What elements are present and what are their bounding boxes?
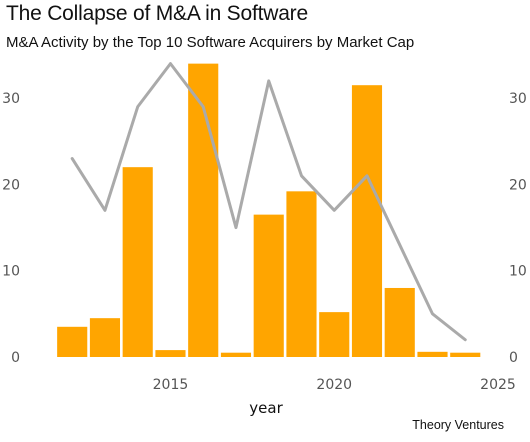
y-tick-right-0: 0 bbox=[509, 350, 518, 366]
bar-2015 bbox=[155, 350, 186, 357]
x-axis: 2015 2020 2025 bbox=[153, 377, 516, 393]
x-tick-2025: 2025 bbox=[480, 377, 516, 393]
bar-2017 bbox=[220, 352, 252, 357]
x-tick-2015: 2015 bbox=[153, 377, 189, 393]
bar-2021 bbox=[351, 85, 383, 357]
bar-2024 bbox=[450, 352, 481, 357]
x-tick-2020: 2020 bbox=[316, 377, 352, 393]
y-tick-right-20: 20 bbox=[509, 177, 527, 193]
y-tick-right-10: 10 bbox=[509, 264, 527, 280]
x-axis-title: year bbox=[249, 399, 283, 417]
bar-2012 bbox=[57, 326, 88, 357]
chart-title: The Collapse of M&A in Software bbox=[6, 2, 308, 25]
bar-2014 bbox=[122, 167, 153, 357]
bar-series bbox=[57, 63, 481, 357]
source-credit: Theory Ventures bbox=[412, 418, 504, 432]
y-tick-left-20: 20 bbox=[2, 177, 20, 193]
y-tick-right-30: 30 bbox=[509, 91, 527, 107]
bar-2016 bbox=[188, 63, 219, 357]
bar-2018 bbox=[253, 214, 284, 357]
trend-line bbox=[70, 62, 467, 342]
line-series bbox=[70, 62, 467, 342]
chart-subtitle: M&A Activity by the Top 10 Software Acqu… bbox=[6, 34, 415, 51]
y-axis-left: 0 10 20 30 bbox=[2, 91, 20, 366]
y-axis-right: 0 10 20 30 bbox=[509, 91, 527, 366]
y-tick-left-10: 10 bbox=[2, 264, 20, 280]
bar-2022 bbox=[384, 287, 415, 357]
bar-2013 bbox=[89, 318, 121, 357]
bar-2019 bbox=[286, 191, 317, 357]
bar-2020 bbox=[319, 312, 350, 357]
y-tick-left-0: 0 bbox=[11, 350, 20, 366]
bar-2023 bbox=[417, 351, 448, 357]
y-tick-left-30: 30 bbox=[2, 91, 20, 107]
